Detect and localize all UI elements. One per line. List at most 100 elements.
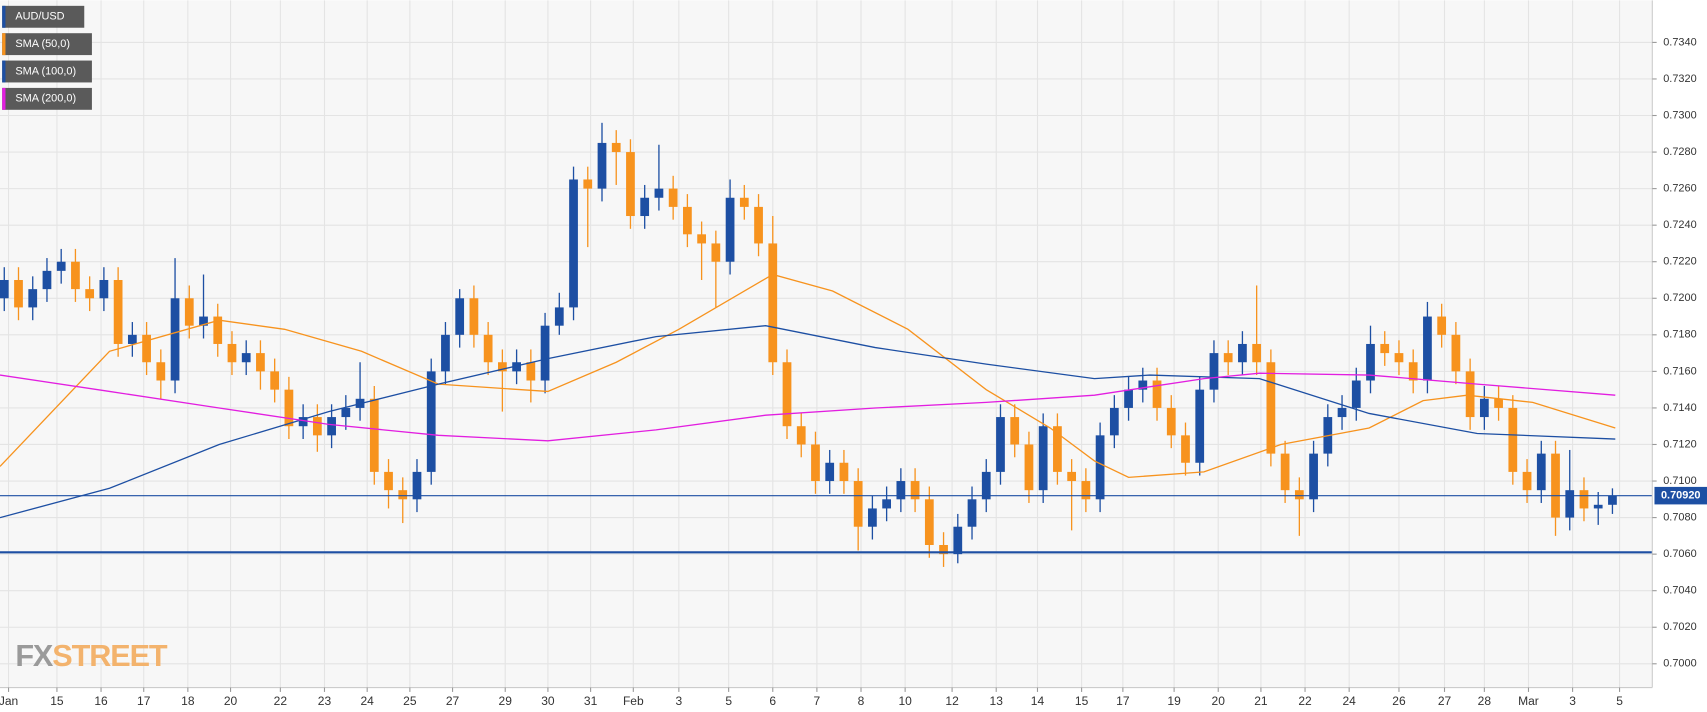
grid <box>0 0 1653 688</box>
x-tick-label: 12 <box>945 694 959 708</box>
candle-body <box>1280 453 1290 491</box>
candle-body <box>796 426 806 445</box>
candle-body <box>597 142 607 189</box>
candle-body <box>483 334 493 363</box>
candle-body <box>213 316 223 344</box>
candle-body <box>1366 343 1375 381</box>
candle-body <box>1024 444 1034 491</box>
candle-body <box>825 462 835 482</box>
candle-body <box>56 261 66 271</box>
candle-body <box>711 243 721 262</box>
x-tick-label: 23 <box>318 694 332 708</box>
candle-body <box>1351 380 1361 408</box>
x-tick-label: 3 <box>676 694 683 708</box>
candle-body <box>583 179 593 189</box>
x-tick-label: 31 <box>584 694 598 708</box>
candle-body <box>28 289 38 308</box>
candle-body <box>996 417 1005 472</box>
x-tick-label: 22 <box>274 694 288 708</box>
candle-body <box>1380 343 1390 354</box>
candle-body <box>14 279 23 308</box>
y-tick-label: 0.7060 <box>1663 548 1696 560</box>
y-tick-label: 0.7080 <box>1663 511 1696 523</box>
legend-label: SMA (100,0) <box>15 65 76 77</box>
watermark-fx: FX <box>15 639 54 673</box>
legend-box <box>2 87 92 110</box>
candle-body <box>512 362 521 372</box>
candle-body <box>839 462 849 482</box>
candle-body <box>1337 407 1347 418</box>
candle-body <box>1593 504 1603 509</box>
candle-body <box>1067 471 1077 482</box>
candle-body <box>569 179 578 308</box>
candle-body <box>1124 389 1133 408</box>
candle-body <box>1423 316 1432 381</box>
y-tick-label: 0.7300 <box>1663 109 1696 121</box>
legend-swatch <box>2 60 6 83</box>
candle-body <box>1408 362 1418 381</box>
candle-body <box>412 471 422 500</box>
candle-body <box>626 152 635 217</box>
x-tick-label: 25 <box>403 694 417 708</box>
candle-body <box>1109 407 1119 436</box>
x-tick-label: 22 <box>1298 694 1312 708</box>
candle-body <box>227 343 237 363</box>
candle-body <box>1522 471 1532 491</box>
candle-body <box>1195 389 1205 463</box>
candle-body <box>270 371 280 390</box>
x-tick-label: 5 <box>1616 694 1623 708</box>
y-tick-label: 0.7160 <box>1663 365 1696 377</box>
candle-body <box>526 362 536 381</box>
x-tick-label: Mar <box>1518 694 1539 708</box>
candle-body <box>611 142 621 153</box>
legend: AUD/USD SMA (50,0) SMA (100,0) SMA (200,0) <box>2 5 92 110</box>
candle-body <box>668 188 678 207</box>
candle-body <box>739 197 749 207</box>
x-tick-label: 27 <box>1438 694 1452 708</box>
x-tick-label: 8 <box>858 694 865 708</box>
watermark-street: STREET <box>52 639 168 673</box>
y-tick-label: 0.7040 <box>1663 585 1696 597</box>
candle-body <box>697 234 706 244</box>
x-tick-label: Feb <box>623 694 644 708</box>
candle-body <box>1479 398 1489 418</box>
candle-body <box>1465 371 1475 418</box>
candle-body <box>1294 490 1304 500</box>
candle-body <box>170 298 180 381</box>
candle-body <box>113 279 123 344</box>
x-tick-label: 14 <box>1031 694 1045 708</box>
candle-body <box>782 362 792 427</box>
candle-body <box>981 471 991 500</box>
candle-body <box>156 362 166 381</box>
x-tick-label: 27 <box>446 694 460 708</box>
x-tick-label: 17 <box>1116 694 1130 708</box>
candle-body <box>1608 495 1617 505</box>
candle-body <box>754 206 763 244</box>
candle-body <box>1266 362 1276 454</box>
x-tick-label: 19 <box>1167 694 1181 708</box>
legend-swatch <box>2 5 6 28</box>
candle-body <box>1166 407 1176 436</box>
candle-body <box>1394 353 1404 363</box>
x-tick-label: 30 <box>541 694 555 708</box>
sma-line <box>0 273 1616 479</box>
x-tick-label: 16 <box>94 694 108 708</box>
legend-label: SMA (50,0) <box>15 38 70 50</box>
candle-body <box>284 389 294 427</box>
candle-body <box>1565 490 1575 518</box>
x-tick-label: 20 <box>1212 694 1226 708</box>
x-tick-label: 24 <box>1342 694 1356 708</box>
candle-body <box>127 334 137 344</box>
candle-body <box>1181 435 1190 463</box>
candle-body <box>725 197 735 262</box>
candle-body <box>1579 490 1589 509</box>
legend-box <box>2 33 92 56</box>
candle-body <box>853 481 863 527</box>
x-tick-label: 15 <box>1075 694 1089 708</box>
candle-body <box>1451 334 1461 372</box>
y-tick-label: 0.7140 <box>1663 402 1696 414</box>
candle-body <box>298 417 308 427</box>
candle-body <box>1309 453 1318 500</box>
legend-label: SMA (200,0) <box>15 93 76 105</box>
